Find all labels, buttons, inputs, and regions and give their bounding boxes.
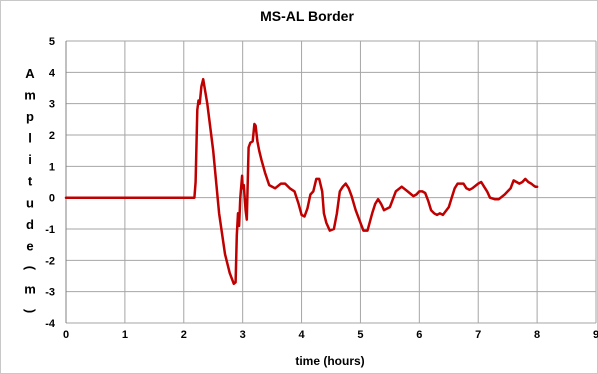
y-tick-label: 4 xyxy=(49,67,56,79)
x-tick-label: 9 xyxy=(593,329,598,341)
y-axis-label-char: m xyxy=(24,281,36,296)
chart-title: MS-AL Border xyxy=(260,8,354,24)
y-axis-label-char: p xyxy=(26,109,34,124)
y-axis-label-char: ( xyxy=(23,266,38,271)
x-axis-label: time (hours) xyxy=(295,354,364,368)
y-axis-label-char: t xyxy=(28,174,33,189)
y-axis-label-char: ) xyxy=(23,309,38,313)
x-tick-label: 2 xyxy=(181,329,187,341)
y-axis-label-char: m xyxy=(24,88,36,103)
gridlines xyxy=(66,40,597,324)
y-tick-label: -3 xyxy=(45,287,55,299)
y-axis-label-char: u xyxy=(26,195,34,210)
x-tick-label: 7 xyxy=(475,329,481,341)
y-axis-label-char: i xyxy=(28,152,32,167)
y-tick-label: 3 xyxy=(49,99,55,111)
y-tick-labels: 5 4 3 2 1 0 -1 -2 -3 -4 xyxy=(45,36,56,330)
series-group xyxy=(64,77,539,286)
y-axis-label-char: l xyxy=(28,131,32,146)
y-axis-label-char: e xyxy=(26,238,33,253)
x-tick-label: 3 xyxy=(240,329,246,341)
x-tick-label: 8 xyxy=(534,329,540,341)
x-tick-label: 4 xyxy=(298,329,305,341)
y-tick-label: -2 xyxy=(45,255,55,267)
x-tick-label: 5 xyxy=(357,329,363,341)
x-tick-labels: 0 1 2 3 4 5 6 7 8 9 xyxy=(63,329,598,341)
y-axis-label-char: A xyxy=(25,66,35,81)
y-tick-label: 5 xyxy=(49,36,55,48)
y-tick-label: 2 xyxy=(49,130,55,142)
y-tick-label: 1 xyxy=(49,161,55,173)
y-tick-label: 0 xyxy=(49,193,55,205)
y-axis-label-char: d xyxy=(26,217,34,232)
y-tick-label: -4 xyxy=(45,318,56,330)
x-tick-label: 1 xyxy=(122,329,128,341)
x-tick-label: 0 xyxy=(63,329,69,341)
y-tick-label: -1 xyxy=(45,224,55,236)
series-line xyxy=(64,77,539,286)
x-tick-label: 6 xyxy=(416,329,422,341)
